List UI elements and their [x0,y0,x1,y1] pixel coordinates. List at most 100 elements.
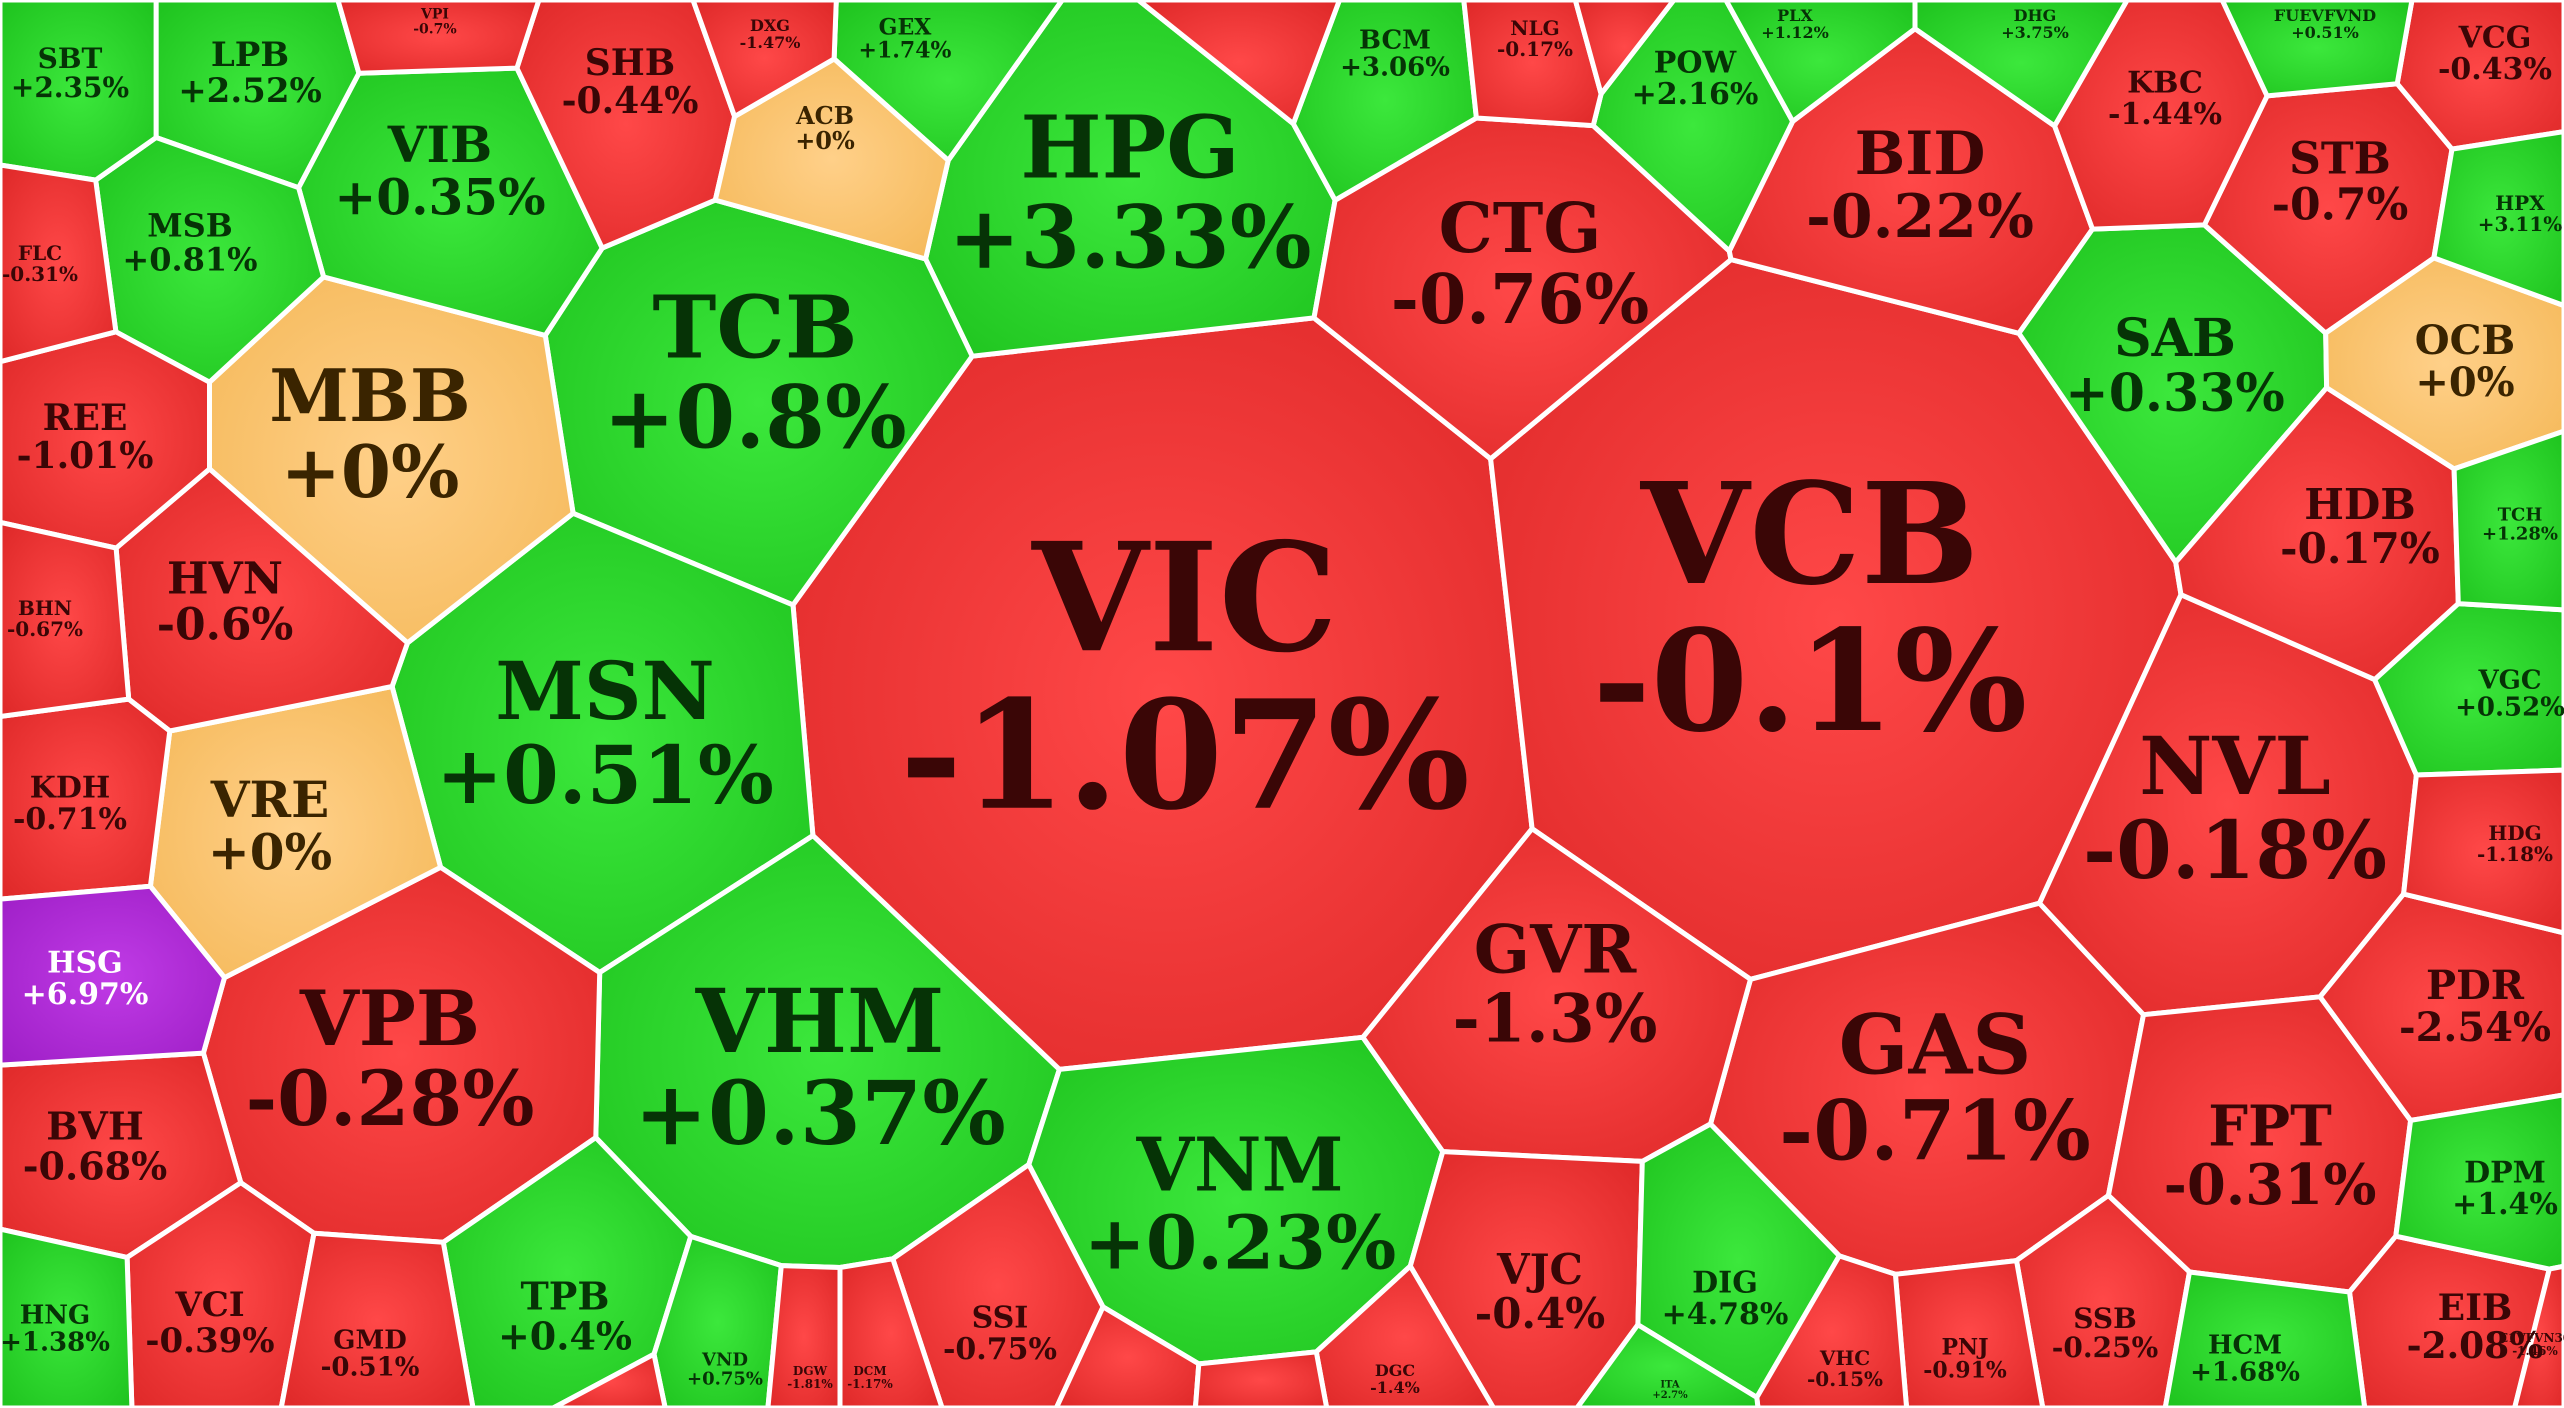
ticker-label-e1vfvn30: E1VFVN30 [2499,1331,2564,1345]
change-label-lpb: +2.52% [178,71,322,111]
tile-vpi[interactable] [335,0,542,76]
tile-hng[interactable] [0,1226,135,1408]
ticker-label-sab: SAB [2114,308,2236,369]
ticker-label-msb: MSB [147,207,233,245]
ticker-label-dcm: DCM [853,1364,886,1378]
tile-flc[interactable] [0,162,119,365]
change-label-bvh: -0.68% [23,1143,167,1188]
ticker-label-kbc: KBC [2127,65,2203,100]
ticker-label-stb: STB [2289,133,2391,184]
ticker-label-pnj: PNJ [1941,1334,1988,1360]
tile-ita[interactable] [1574,1322,1761,1408]
change-label-vcg: -0.43% [2438,52,2552,87]
change-label-vic: -1.07% [900,668,1470,844]
change-label-hdb: -0.17% [2280,524,2440,573]
ticker-label-hdb: HDB [2304,480,2416,529]
ticker-label-ita: ITA [1660,1379,1680,1390]
tile-hcm[interactable] [2162,1269,2368,1408]
tile-hsg[interactable] [0,883,227,1068]
ticker-label-bcm: BCM [1359,25,1431,55]
tile-gmd[interactable] [278,1230,476,1408]
change-label-vib: +0.35% [334,167,545,226]
ticker-label-ssb: SSB [2073,1302,2137,1335]
change-label-vnd: +0.75% [687,1368,763,1389]
change-label-sbt: +2.35% [11,71,129,104]
change-label-hpx: +3.11% [2478,212,2562,236]
ticker-label-ocb: OCB [2415,317,2516,364]
ticker-label-vjc: VJC [1496,1245,1583,1294]
change-label-ssi: -0.75% [943,1332,1057,1367]
tile-filler[interactable] [1135,0,1342,127]
tile-fuevfvnd[interactable] [2219,0,2415,99]
change-label-dcm: -1.17% [847,1377,893,1391]
change-label-gvr: -1.3% [1453,980,1658,1058]
change-label-tpb: +0.4% [498,1313,632,1358]
ticker-label-vre: VRE [210,770,329,829]
ticker-label-fuevfvnd: FUEVFVND [2274,6,2376,25]
ticker-label-vib: VIB [387,115,492,174]
ticker-label-hpg: HPG [1020,97,1239,198]
change-label-plx: +1.12% [1761,23,1829,42]
change-label-msn: +0.51% [436,728,774,822]
change-label-vhm: +0.37% [634,1061,1006,1165]
change-label-vgc: +0.52% [2455,693,2564,723]
change-label-msb: +0.81% [122,240,257,278]
ticker-label-hng: HNG [20,1300,91,1330]
ticker-label-vpb: VPB [299,974,480,1063]
tile-e1vfvn30[interactable] [2512,1263,2564,1408]
tile-hdg[interactable] [2401,767,2564,936]
change-label-fpt: -0.31% [2164,1152,2377,1218]
ticker-label-tpb: TPB [521,1274,610,1319]
ticker-label-mbb: MBB [269,353,470,438]
change-label-dpm: +1.4% [2452,1187,2558,1222]
tile-dhg[interactable] [1912,0,2130,129]
ticker-label-gvr: GVR [1474,910,1638,988]
tile-filler[interactable] [1572,0,1677,97]
change-label-vnm: +0.23% [1084,1200,1397,1286]
change-label-kbc: -1.44% [2108,97,2222,132]
change-label-vpb: -0.28% [246,1054,535,1143]
ticker-label-ctg: CTG [1439,189,1602,269]
ticker-label-flc: FLC [18,241,62,265]
ticker-label-dig: DIG [1692,1265,1758,1300]
tile-filler[interactable] [550,1351,668,1408]
tile-hpx[interactable] [2431,129,2564,309]
ticker-label-gas: GAS [1839,997,2032,1093]
change-label-hsg: +6.97% [22,977,149,1012]
tile-nlg[interactable] [1461,0,1604,129]
ticker-label-gmd: GMD [333,1325,407,1355]
change-label-ree: -1.01% [17,435,154,477]
ticker-label-sbt: SBT [38,42,103,75]
ticker-label-tcb: TCB [652,277,857,378]
ticker-label-hdg: HDG [2488,821,2541,845]
change-label-kdh: -0.71% [13,802,127,837]
ticker-label-hvn: HVN [167,553,283,604]
tile-dxg[interactable] [690,0,839,119]
tile-vhc[interactable] [1754,1253,1910,1408]
ticker-label-msn: MSN [495,644,714,738]
tile-dpm[interactable] [2393,1092,2564,1272]
ticker-label-dgw: DGW [793,1364,828,1378]
ticker-label-lpb: LPB [211,35,289,75]
tile-dcm[interactable] [837,1256,945,1408]
tile-sbt[interactable] [0,0,159,183]
ticker-label-plx: PLX [1777,6,1813,25]
change-label-tch: +1.28% [2482,523,2558,544]
ticker-label-dgc: DGC [1375,1361,1415,1380]
ticker-label-dhg: DHG [2014,6,2057,25]
change-label-gmd: -0.51% [321,1353,420,1383]
ticker-label-bid: BID [1855,119,1986,189]
ticker-label-nvl: NVL [2139,719,2330,813]
ticker-label-pdr: PDR [2426,962,2525,1009]
tile-filler[interactable] [1192,1349,1330,1408]
change-label-e1vfvn30: -1.46% [2512,1344,2558,1358]
change-label-eib: -2.08% [2407,1325,2544,1367]
tile-tch[interactable] [2451,428,2564,613]
change-label-vpi: -0.7% [413,21,456,37]
ticker-label-vhc: VHC [1819,1346,1870,1370]
change-label-mbb: +0% [281,429,460,514]
change-label-vjc: -0.4% [1475,1289,1605,1338]
tile-bhn[interactable] [0,519,132,719]
change-label-acb: +0% [795,126,855,155]
